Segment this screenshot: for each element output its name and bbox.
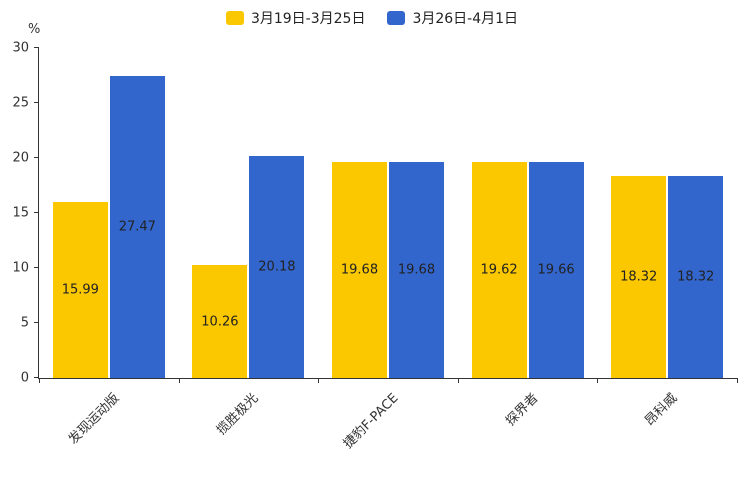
y-axis-unit-label: % bbox=[28, 22, 41, 37]
bar-group: 19.68 19.68 bbox=[318, 48, 458, 378]
bar-value-label: 19.66 bbox=[537, 262, 575, 278]
bar-group: 18.32 18.32 bbox=[597, 48, 737, 378]
bar-series-1: 19.66 bbox=[528, 161, 584, 378]
bar-series-0: 15.99 bbox=[52, 202, 108, 378]
x-axis-label: 探界者 bbox=[502, 390, 542, 430]
x-tick-mark bbox=[737, 378, 738, 383]
bar-value-label: 18.32 bbox=[620, 269, 658, 285]
bar-group: 15.99 27.47 bbox=[39, 48, 179, 378]
bar-series-1: 18.32 bbox=[668, 176, 724, 378]
plot-area: 0 5 10 15 20 25 30 15.99 27.47 10.26 20.18 19.68 19… bbox=[12, 42, 738, 452]
x-tick-mark bbox=[39, 378, 40, 383]
y-tick-label: 10 bbox=[12, 260, 29, 276]
x-axis-label: 捷豹F-PACE bbox=[340, 390, 402, 452]
bar-value-label: 15.99 bbox=[61, 282, 99, 298]
y-tick-label: 0 bbox=[20, 370, 29, 386]
legend-label: 3月19日-3月25日 bbox=[250, 11, 366, 27]
bar-series-0: 18.32 bbox=[611, 176, 667, 378]
bar-value-label: 10.26 bbox=[201, 314, 239, 330]
y-tick-label: 25 bbox=[12, 95, 29, 111]
bar-value-label: 20.18 bbox=[258, 259, 296, 275]
y-tick-mark bbox=[34, 377, 39, 378]
y-tick-label: 5 bbox=[20, 315, 29, 331]
legend-item-series-1[interactable]: 3月26日-4月1日 bbox=[387, 8, 518, 28]
legend-swatch-icon bbox=[387, 11, 406, 25]
y-tick-label: 20 bbox=[12, 150, 29, 166]
y-tick-mark bbox=[34, 157, 39, 158]
x-axis-label: 揽胜极光 bbox=[214, 390, 262, 439]
y-tick-mark bbox=[34, 322, 39, 323]
y-axis: 0 5 10 15 20 25 30 bbox=[12, 42, 737, 385]
bar-series-1: 27.47 bbox=[109, 75, 165, 378]
x-axis-label: 昂科威 bbox=[642, 390, 681, 430]
bar-series-0: 10.26 bbox=[192, 265, 248, 378]
y-tick-label: 15 bbox=[12, 205, 29, 221]
y-tick-mark bbox=[34, 212, 39, 213]
x-tick-mark bbox=[457, 378, 459, 383]
bar-group: 19.62 19.66 bbox=[458, 48, 598, 378]
bar-series-0: 19.68 bbox=[331, 161, 387, 378]
bar-value-label: 19.68 bbox=[340, 262, 379, 278]
bar-series-0: 19.62 bbox=[471, 162, 527, 378]
bar-group: 10.26 20.18 bbox=[179, 48, 319, 378]
y-tick-mark bbox=[34, 47, 39, 48]
bar-value-label: 18.32 bbox=[677, 269, 715, 285]
x-tick-mark bbox=[178, 378, 180, 383]
legend-item-series-0[interactable]: 3月19日-3月25日 bbox=[225, 8, 366, 28]
bar-value-label: 19.62 bbox=[480, 262, 518, 278]
legend-label: 3月26日-4月1日 bbox=[412, 11, 519, 27]
bar-groups: 15.99 27.47 10.26 20.18 19.68 19.68 19.62 19.66… bbox=[39, 48, 737, 378]
x-axis-label: 发现运动版 bbox=[65, 390, 123, 448]
y-tick-label: 30 bbox=[12, 40, 29, 56]
bar-series-1: 19.68 bbox=[388, 161, 444, 378]
legend: 3月19日-3月25日 3月26日-4月1日 bbox=[0, 8, 744, 28]
legend-swatch-icon bbox=[225, 11, 244, 25]
y-tick-mark bbox=[34, 102, 39, 103]
y-tick-mark bbox=[34, 267, 39, 268]
x-tick-mark bbox=[318, 378, 320, 383]
bar-series-1: 20.18 bbox=[249, 156, 305, 378]
x-tick-mark bbox=[597, 378, 599, 383]
bar-value-label: 27.47 bbox=[118, 219, 156, 235]
bar-value-label: 19.68 bbox=[397, 262, 436, 278]
